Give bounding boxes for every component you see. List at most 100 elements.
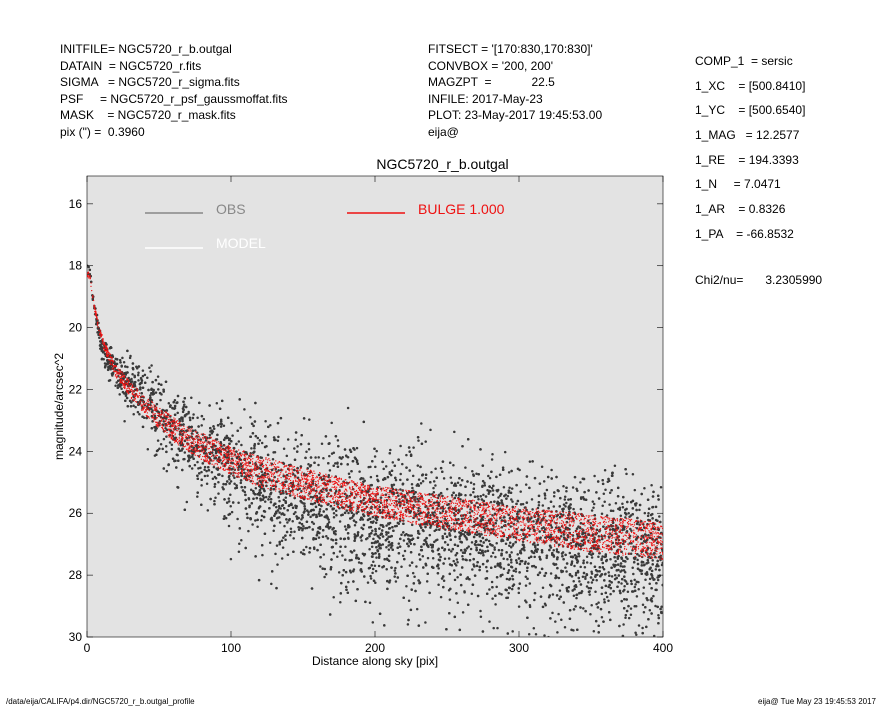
- obs-point: [410, 538, 414, 542]
- obs-point: [388, 581, 391, 584]
- obs-point: [190, 467, 194, 470]
- obs-point: [362, 514, 366, 518]
- obs-point: [626, 649, 629, 652]
- obs-point: [422, 542, 426, 546]
- obs-point: [479, 495, 482, 498]
- obs-point: [640, 492, 643, 496]
- obs-point: [429, 543, 432, 547]
- obs-point: [257, 578, 261, 582]
- obs-point: [450, 550, 453, 553]
- obs-point: [134, 405, 137, 409]
- obs-point: [105, 362, 108, 366]
- obs-point: [237, 501, 240, 505]
- obs-point: [439, 491, 443, 495]
- obs-point: [449, 689, 452, 692]
- obs-point: [571, 486, 575, 489]
- obs-point: [351, 459, 355, 463]
- obs-point: [150, 426, 154, 430]
- obs-point: [397, 552, 401, 555]
- obs-point: [282, 536, 285, 539]
- obs-point: [227, 524, 231, 528]
- obs-point: [207, 469, 211, 472]
- obs-point: [604, 488, 607, 492]
- obs-point: [99, 339, 102, 343]
- obs-point: [624, 508, 627, 511]
- obs-point: [369, 465, 372, 469]
- obs-point: [448, 598, 452, 601]
- obs-point: [458, 535, 461, 539]
- obs-point: [220, 399, 224, 403]
- obs-point: [173, 459, 176, 463]
- header-right-line: 1_MAG = 12.2577: [695, 128, 800, 143]
- obs-point: [281, 546, 285, 549]
- obs-point: [387, 531, 390, 534]
- obs-point: [515, 528, 518, 531]
- obs-point: [344, 528, 348, 531]
- obs-point: [601, 504, 604, 508]
- obs-point: [238, 527, 242, 530]
- obs-point: [538, 571, 542, 574]
- obs-point: [642, 611, 646, 614]
- obs-point: [545, 554, 549, 557]
- obs-point: [230, 421, 233, 425]
- obs-point: [582, 561, 585, 565]
- obs-point: [532, 528, 536, 532]
- obs-point: [495, 575, 499, 579]
- obs-point: [278, 507, 281, 510]
- obs-point: [278, 511, 281, 514]
- obs-point: [433, 511, 436, 514]
- obs-point: [343, 511, 347, 515]
- obs-point: [126, 371, 129, 374]
- obs-point: [490, 470, 493, 474]
- obs-point: [335, 513, 338, 517]
- header-left-line: INITFILE= NGC5720_r_b.outgal: [60, 42, 232, 56]
- obs-point: [536, 506, 540, 510]
- obs-point: [369, 577, 373, 580]
- obs-point: [461, 500, 465, 503]
- obs-point: [240, 485, 243, 489]
- obs-point: [368, 548, 371, 551]
- obs-point: [100, 357, 104, 361]
- obs-point: [243, 408, 246, 411]
- obs-point: [276, 563, 279, 566]
- obs-point: [524, 575, 528, 579]
- obs-point: [377, 544, 381, 547]
- obs-point: [165, 435, 168, 438]
- obs-point: [228, 482, 231, 485]
- obs-point: [336, 555, 339, 558]
- obs-point: [131, 373, 134, 376]
- obs-point: [359, 569, 362, 572]
- obs-point: [407, 534, 410, 537]
- obs-point: [146, 376, 149, 379]
- obs-point: [441, 546, 444, 550]
- obs-point: [455, 558, 459, 561]
- obs-point: [204, 439, 208, 442]
- obs-point: [613, 556, 616, 559]
- obs-point: [424, 440, 427, 443]
- obs-point: [534, 633, 538, 636]
- obs-point: [469, 508, 472, 511]
- obs-point: [515, 559, 518, 562]
- obs-point: [436, 572, 440, 575]
- obs-point: [620, 569, 624, 572]
- obs-point: [425, 580, 429, 583]
- obs-point: [482, 493, 485, 497]
- obs-point: [650, 586, 653, 590]
- obs-point: [350, 511, 354, 515]
- obs-point: [451, 547, 455, 551]
- obs-point: [285, 492, 288, 495]
- obs-point: [411, 571, 415, 575]
- obs-point: [286, 553, 290, 556]
- obs-point: [225, 501, 229, 504]
- obs-point: [305, 450, 308, 454]
- obs-point: [488, 476, 492, 480]
- obs-point: [254, 434, 258, 438]
- obs-point: [312, 522, 316, 526]
- obs-point: [464, 466, 467, 469]
- obs-point: [294, 510, 297, 514]
- obs-point: [487, 474, 490, 478]
- obs-point: [367, 566, 371, 570]
- obs-point: [371, 552, 375, 556]
- obs-point: [370, 483, 373, 487]
- obs-point: [512, 569, 516, 572]
